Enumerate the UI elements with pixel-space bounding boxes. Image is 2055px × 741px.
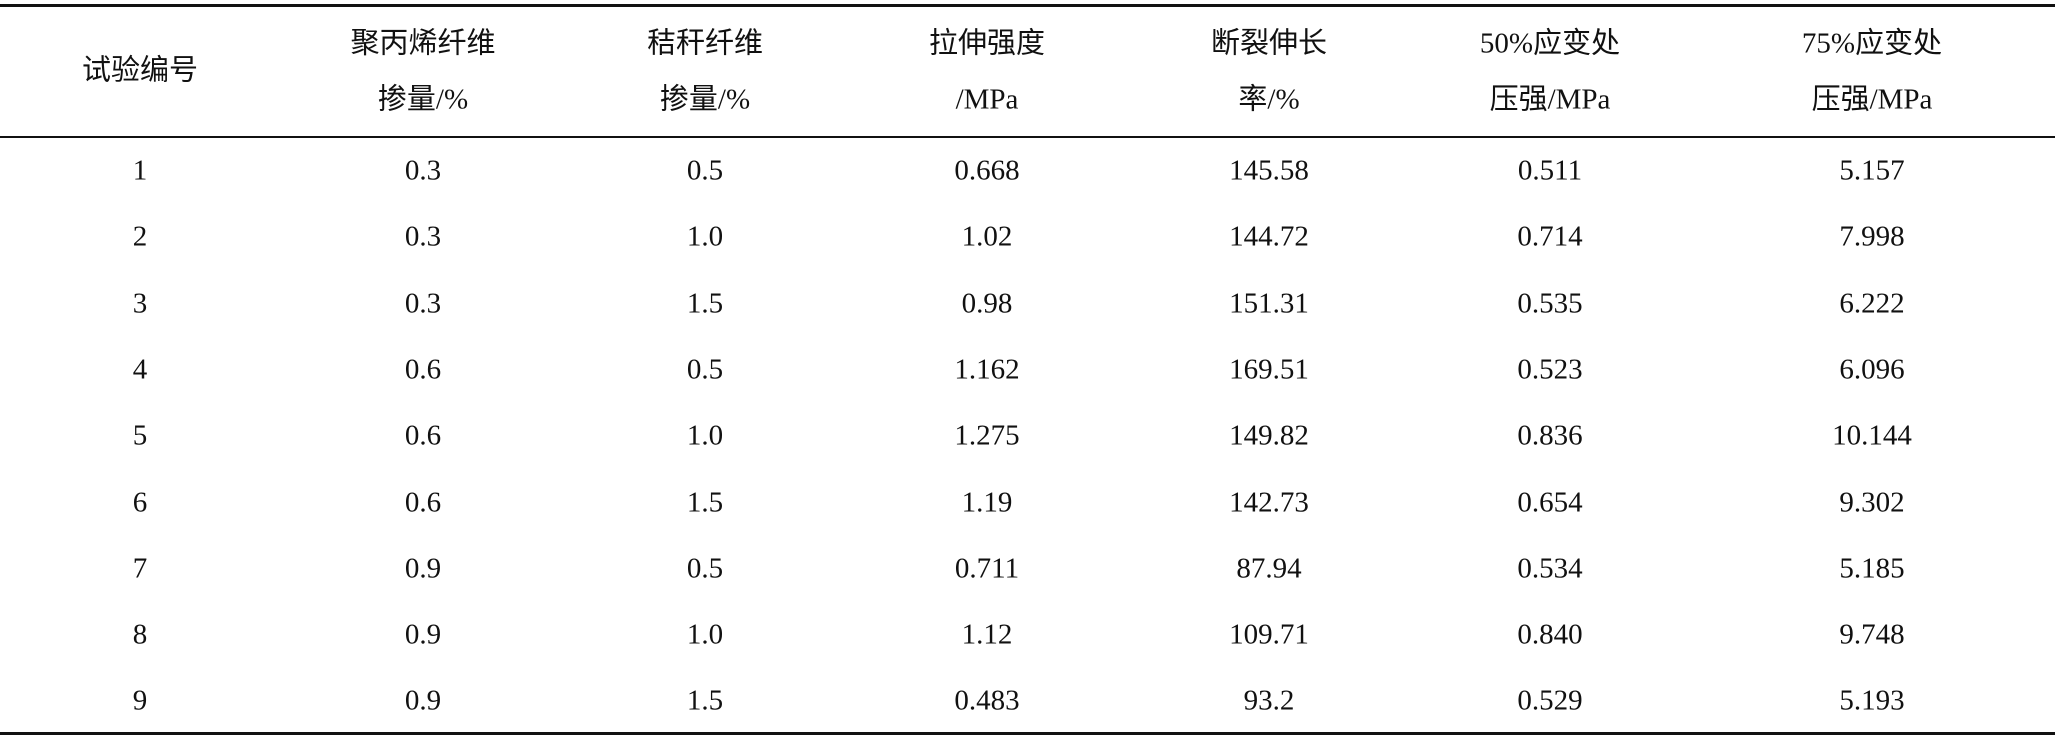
table-cell: 0.714 [1517, 220, 1583, 253]
table-cell: 0.98 [961, 287, 1013, 320]
table-cell: 0.5 [686, 353, 724, 386]
table-cell: 0.668 [954, 154, 1020, 187]
table-cell: 2 [132, 220, 148, 253]
table-cell: 5.193 [1839, 684, 1905, 717]
header-cell: 75%应变处 [1801, 27, 1943, 60]
table-cell: 142.73 [1229, 486, 1309, 518]
header-cell: 率/% [1238, 83, 1300, 116]
table-cell: 0.535 [1517, 287, 1583, 320]
header-cell: 压强/MPa [1489, 83, 1611, 116]
table-cell: 5.157 [1839, 154, 1905, 187]
table-cell: 1.02 [961, 220, 1013, 253]
header-cell: 掺量/% [659, 83, 751, 116]
header-cell: 断裂伸长 [1210, 27, 1328, 60]
table-cell: 1.5 [686, 684, 724, 717]
table-cell: 0.6 [404, 353, 442, 386]
table-cell: 1 [132, 154, 148, 187]
table-cell: 6.222 [1839, 287, 1905, 320]
table-cell: 0.9 [404, 618, 442, 651]
table-cell: 1.0 [686, 419, 724, 452]
table-cell: 144.72 [1229, 220, 1309, 253]
table-cell: 87.94 [1236, 552, 1302, 585]
table-cell: 0.711 [954, 552, 1020, 585]
table-cell: 1.162 [954, 353, 1020, 386]
table-cell: 0.483 [954, 684, 1020, 717]
header-cell: 聚丙烯纤维 [350, 27, 496, 60]
table-cell: 9.302 [1839, 486, 1905, 518]
table-cell: 9 [132, 684, 148, 717]
table-cell: 0.534 [1517, 552, 1583, 585]
table-cell: 1.0 [686, 220, 724, 253]
table-cell: 10.144 [1832, 419, 1912, 452]
table-cell: 149.82 [1229, 419, 1309, 452]
table-cell: 109.71 [1229, 618, 1309, 651]
table-cell: 0.9 [404, 684, 442, 717]
table-cell: 6 [132, 486, 148, 518]
table-cell: 93.2 [1243, 684, 1295, 717]
header-cell: 掺量/% [377, 83, 469, 116]
table-cell: 1.19 [961, 486, 1013, 518]
header-cell: /MPa [955, 83, 1019, 116]
table-cell: 0.9 [404, 552, 442, 585]
table-cell: 0.836 [1517, 419, 1583, 452]
table-cell: 1.0 [686, 618, 724, 651]
table-cell: 0.6 [404, 486, 442, 518]
table-cell: 8 [132, 618, 148, 651]
table-cell: 1.5 [686, 287, 724, 320]
bottom-rule [0, 732, 2055, 735]
table-cell: 9.748 [1839, 618, 1905, 651]
header-cell: 试验编号 [81, 54, 199, 87]
header-cell: 压强/MPa [1811, 83, 1933, 116]
table-cell: 0.3 [404, 220, 442, 253]
header-rule [0, 136, 2055, 138]
table-cell: 0.5 [686, 552, 724, 585]
table-cell: 145.58 [1229, 154, 1309, 187]
table-cell: 0.3 [404, 154, 442, 187]
header-cell: 50%应变处 [1479, 27, 1621, 60]
table-cell: 151.31 [1229, 287, 1309, 320]
table-cell: 4 [132, 353, 148, 386]
table-cell: 0.529 [1517, 684, 1583, 717]
table-cell: 0.5 [686, 154, 724, 187]
table-cell: 0.6 [404, 419, 442, 452]
table-cell: 7.998 [1839, 220, 1905, 253]
table-cell: 0.511 [1517, 154, 1583, 187]
table-cell: 1.12 [961, 618, 1013, 651]
table-cell: 169.51 [1229, 353, 1309, 386]
table-cell: 0.654 [1517, 486, 1583, 518]
table-cell: 3 [132, 287, 148, 320]
header-cell: 秸秆纤维 [646, 27, 764, 60]
table-cell: 0.523 [1517, 353, 1583, 386]
table-cell: 5.185 [1839, 552, 1905, 585]
header-cell: 拉伸强度 [928, 27, 1046, 60]
top-rule [0, 4, 2055, 7]
table-cell: 0.3 [404, 287, 442, 320]
table-cell: 0.840 [1517, 618, 1583, 651]
table-cell: 1.5 [686, 486, 724, 518]
table-cell: 5 [132, 419, 148, 452]
table-cell: 1.275 [954, 419, 1020, 452]
table-cell: 6.096 [1839, 353, 1905, 386]
table-cell: 7 [132, 552, 148, 585]
